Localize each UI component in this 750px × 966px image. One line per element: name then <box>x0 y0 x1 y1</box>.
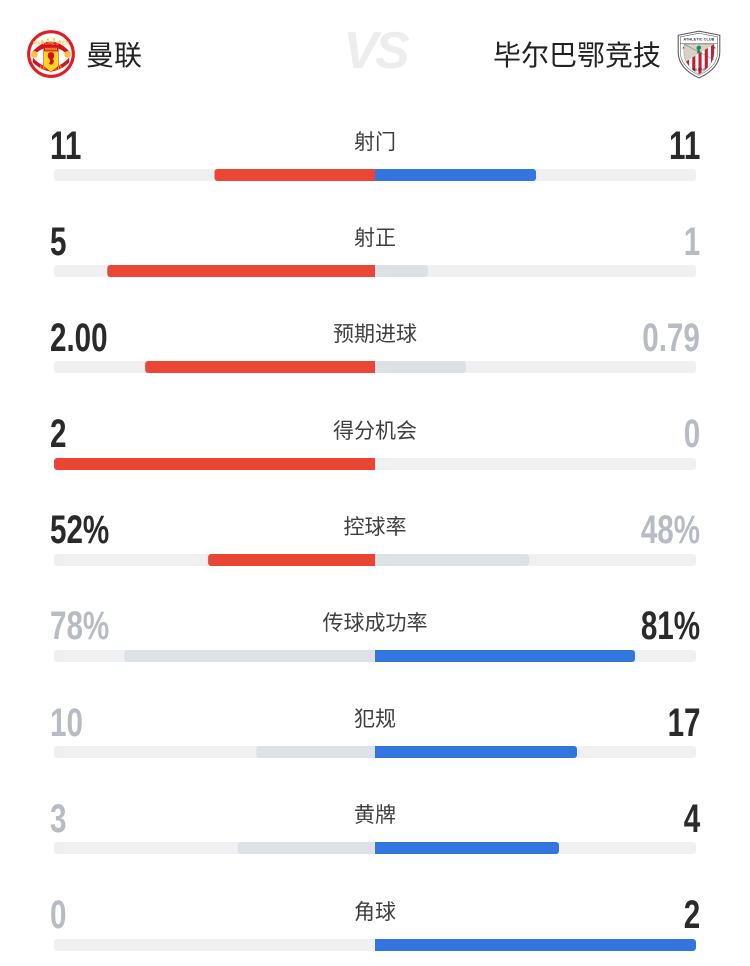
svg-text:BILBAO: BILBAO <box>693 68 706 72</box>
svg-text:MANCHESTER: MANCHESTER <box>33 41 70 47</box>
svg-text:ATHLETIC CLUB: ATHLETIC CLUB <box>684 37 715 41</box>
